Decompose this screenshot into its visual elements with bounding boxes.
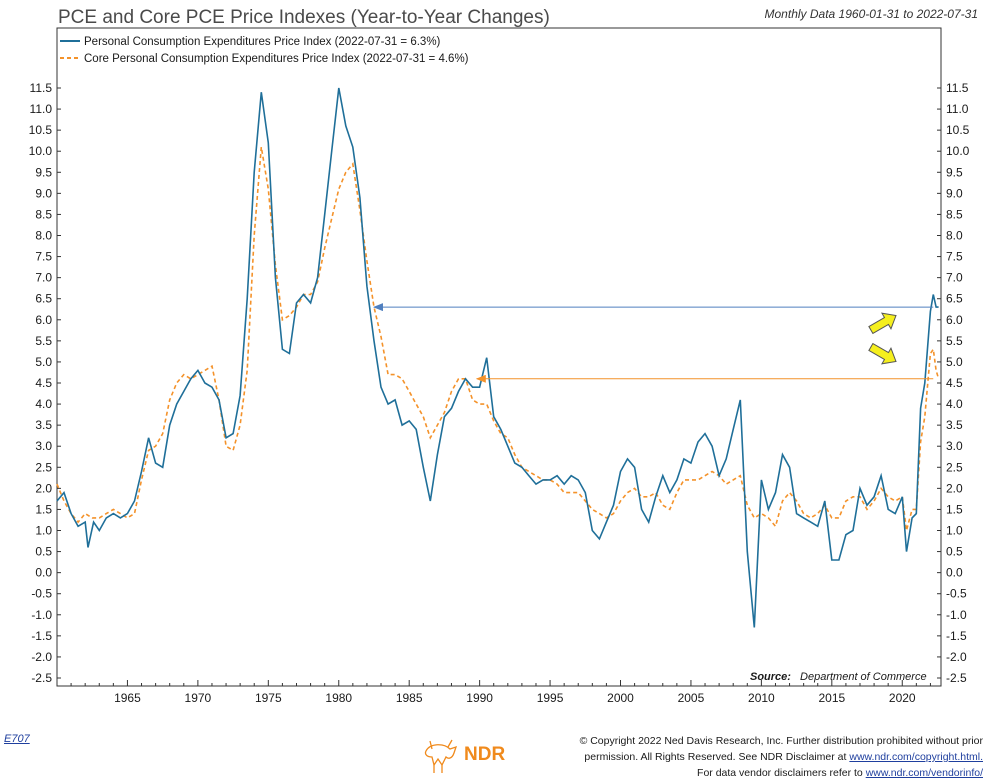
y-tick-label-right: 4.0 — [946, 397, 963, 411]
y-tick-label-left: -1.0 — [31, 608, 52, 622]
y-tick-label-right: 10.0 — [946, 144, 970, 158]
y-tick-label-right: 9.5 — [946, 165, 963, 179]
y-tick-label-left: 4.5 — [35, 376, 52, 390]
y-tick-label-left: 2.0 — [35, 481, 52, 495]
y-tick-label-right: -1.5 — [946, 629, 967, 643]
copyright-line-3-text: For data vendor disclaimers refer to — [697, 767, 863, 779]
legend-label-core-pce: Core Personal Consumption Expenditures P… — [84, 53, 469, 65]
y-tick-label-left: 9.5 — [35, 165, 52, 179]
x-tick-label: 2020 — [889, 691, 916, 705]
y-tick-label-left: 6.5 — [35, 292, 52, 306]
y-tick-label-right: 9.0 — [946, 186, 963, 200]
y-tick-label-left: 11.0 — [30, 102, 53, 116]
y-tick-label-left: 0.5 — [35, 545, 52, 559]
y-tick-label-left: 10.0 — [29, 144, 53, 158]
y-axis-right: -2.5 -2.0 -1.5 -1.0 -0.5 0.0 0.5 1.0 1.5 2.0 2.5 3.… — [937, 81, 970, 685]
y-tick-label-left: 7.0 — [35, 271, 52, 285]
y-tick-label-right: 7.0 — [946, 271, 963, 285]
plot-frame — [56, 27, 942, 687]
y-tick-label-right: 0.5 — [946, 545, 963, 559]
y-tick-label-right: 5.5 — [946, 334, 963, 348]
y-tick-label-right: 6.0 — [946, 313, 963, 327]
y-axis-left: -2.5 -2.0 -1.5 -1.0 -0.5 0.0 0.5 1.0 1.5 2.0 2.5 3.… — [29, 81, 61, 685]
y-tick-label-right: 8.0 — [946, 229, 963, 243]
y-tick-label-right: 11.5 — [946, 81, 969, 95]
y-tick-label-right: -1.0 — [946, 608, 967, 622]
chart-title: PCE and Core PCE Price Indexes (Year-to-… — [58, 7, 550, 28]
copyright-line-2-text: permission. All Rights Reserved. See NDR… — [584, 751, 847, 763]
x-axis: 1965 1970 1975 1980 1985 1990 1995 2000 2005 2010… — [56, 680, 931, 705]
series-line-core-pce — [56, 146, 940, 531]
y-tick-label-left: 10.5 — [29, 123, 53, 137]
y-tick-label-right: 3.5 — [946, 418, 963, 432]
y-tick-label-right: 4.5 — [946, 376, 963, 390]
y-tick-label-left: 7.5 — [35, 250, 52, 264]
y-tick-label-left: 9.0 — [35, 186, 52, 200]
series-line-pce — [56, 87, 939, 628]
y-tick-label-right: -0.5 — [946, 587, 967, 601]
x-tick-label: 2015 — [818, 691, 845, 705]
y-tick-label-right: 0.0 — [946, 566, 963, 580]
chart-code-link[interactable]: E707 — [4, 733, 30, 745]
y-tick-label-left: 5.0 — [35, 355, 52, 369]
y-tick-label-right: 1.0 — [946, 524, 963, 538]
x-tick-label: 1970 — [185, 691, 212, 705]
y-tick-label-right: 3.0 — [946, 439, 963, 453]
x-tick-label: 1965 — [114, 691, 141, 705]
x-tick-label: 1985 — [396, 691, 423, 705]
source-label-key: Source: — [750, 671, 791, 683]
source-label-value: Department of Commerce — [800, 671, 927, 683]
y-tick-label-right: 11.0 — [946, 102, 969, 116]
y-tick-label-right: 8.5 — [946, 207, 963, 221]
y-tick-label-right: 1.5 — [946, 502, 963, 516]
ndr-logo: NDR — [424, 739, 505, 773]
y-tick-label-right: 10.5 — [946, 123, 970, 137]
y-tick-label-right: 2.5 — [946, 460, 963, 474]
chart-subtitle: Monthly Data 1960-01-31 to 2022-07-31 — [765, 7, 978, 21]
x-tick-label: 1990 — [466, 691, 493, 705]
y-tick-label-right: 7.5 — [946, 250, 963, 264]
y-tick-label-left: 4.0 — [35, 397, 52, 411]
y-tick-label-right: 5.0 — [946, 355, 963, 369]
bull-icon — [424, 739, 458, 773]
y-tick-label-left: 1.0 — [35, 524, 52, 538]
callout-arrow-up-icon — [868, 312, 897, 335]
y-tick-label-left: -0.5 — [31, 587, 52, 601]
x-tick-label: 2000 — [607, 691, 634, 705]
ndr-logo-text: NDR — [464, 744, 505, 765]
x-tick-label: 1975 — [255, 691, 282, 705]
chart: PCE and Core PCE Price Indexes (Year-to-… — [29, 7, 978, 705]
callout-arrow-down-icon — [868, 342, 897, 365]
copyright-line-2: permission. All Rights Reserved. See NDR… — [513, 749, 983, 765]
y-tick-label-left: 11.5 — [30, 81, 53, 95]
y-tick-label-left: 8.0 — [35, 229, 52, 243]
y-tick-label-left: 6.0 — [35, 313, 52, 327]
y-tick-label-left: 5.5 — [35, 334, 52, 348]
y-tick-label-left: 8.5 — [35, 207, 52, 221]
copyright-line-1: © Copyright 2022 Ned Davis Research, Inc… — [579, 735, 983, 747]
y-tick-label-right: -2.5 — [946, 671, 967, 685]
y-tick-label-right: 2.0 — [946, 481, 963, 495]
y-tick-label-left: 0.0 — [35, 566, 52, 580]
y-tick-label-left: 3.5 — [35, 418, 52, 432]
y-tick-label-left: -1.5 — [31, 629, 52, 643]
x-tick-label: 1980 — [325, 691, 352, 705]
legend: Personal Consumption Expenditures Price … — [60, 36, 469, 65]
source-label: Source: Department of Commerce — [750, 671, 927, 683]
y-tick-label-left: 3.0 — [35, 439, 52, 453]
copyright-line-3: For data vendor disclaimers refer to www… — [513, 765, 983, 781]
x-tick-label: 2005 — [678, 691, 705, 705]
y-tick-label-left: 1.5 — [35, 502, 52, 516]
y-tick-label-left: -2.0 — [31, 650, 52, 664]
x-tick-label: 2010 — [748, 691, 775, 705]
y-tick-label-left: -2.5 — [31, 671, 52, 685]
copyright-block: © Copyright 2022 Ned Davis Research, Inc… — [513, 733, 983, 781]
x-tick-label: 1995 — [537, 691, 564, 705]
legend-label-pce: Personal Consumption Expenditures Price … — [84, 36, 441, 48]
y-tick-label-right: 6.5 — [946, 292, 963, 306]
y-tick-label-left: 2.5 — [35, 460, 52, 474]
y-tick-label-right: -2.0 — [946, 650, 967, 664]
vendor-info-link[interactable]: www.ndr.com/vendorinfo/ — [865, 767, 983, 779]
copyright-link[interactable]: www.ndr.com/copyright.html. — [849, 751, 983, 763]
